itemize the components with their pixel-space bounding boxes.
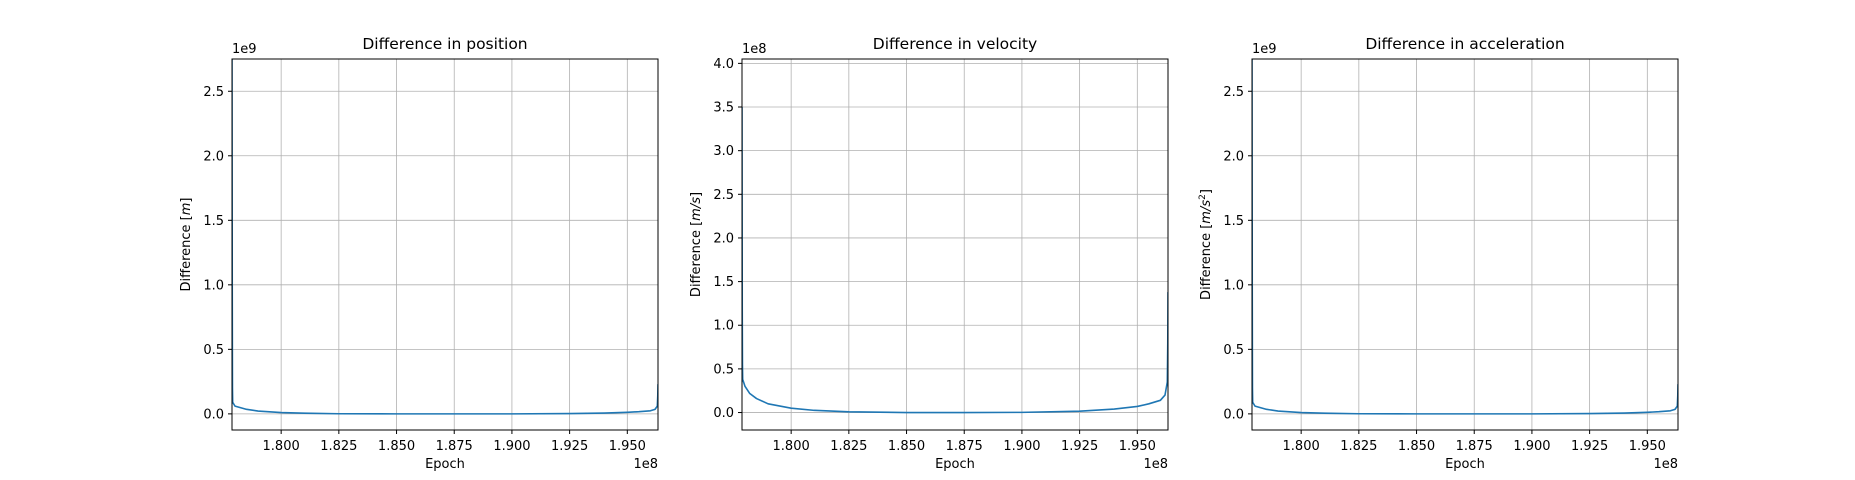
y-tick-label: 3.5 (713, 101, 734, 116)
chart-panel-1: 1.800 1.825 1.850 1.875 1.900 1.925 1.950 0.0 0.… (179, 35, 659, 472)
y-axis-label-suffix: ] (179, 198, 194, 203)
y-offset-multiplier: 1e9 (232, 42, 257, 57)
y-axis-label-prefix: Difference [ (179, 215, 194, 291)
x-tick-label: 1.925 (551, 439, 588, 454)
x-tick-label: 1.800 (773, 439, 810, 454)
x-tick-label: 1.950 (1119, 439, 1156, 454)
x-tick-label: 1.925 (1061, 439, 1098, 454)
y-axis-label-unit: m/s (689, 197, 704, 221)
y-tick-label: 1.0 (203, 278, 224, 293)
x-tick-label: 1.950 (609, 439, 646, 454)
x-tick-label: 1.875 (436, 439, 473, 454)
x-axis-label: Epoch (935, 457, 975, 472)
y-tick-label: 2.0 (203, 149, 224, 164)
y-axis-label-suffix: ] (1199, 189, 1214, 194)
data-line (1252, 59, 1678, 415)
data-line (742, 107, 1168, 414)
y-tick-label: 0.0 (713, 406, 734, 421)
y-axis-label-unit: m (179, 203, 194, 216)
y-axis-label: Difference [m/s2] (1198, 189, 1214, 300)
y-tick-label: 2.5 (203, 85, 224, 100)
y-axis-label-suffix: ] (689, 192, 704, 197)
axes-frame (231, 58, 659, 431)
x-tick-label: 1.900 (1003, 439, 1040, 454)
chart-title: Difference in position (362, 35, 527, 53)
y-axis-label: Difference [m] (179, 198, 194, 292)
y-tick-label: 2.5 (1223, 85, 1244, 100)
y-tick-label: 1.5 (1223, 214, 1244, 229)
y-axis-label-unit: m/s (1199, 200, 1214, 224)
x-tick-label: 1.800 (263, 439, 300, 454)
y-offset-multiplier: 1e9 (1252, 42, 1277, 57)
y-tick-label: 1.5 (203, 214, 224, 229)
y-axis-label: Difference [m/s] (689, 192, 704, 297)
y-axis-label-superscript: 2 (1198, 194, 1208, 200)
x-offset-multiplier: 1e8 (1653, 457, 1678, 472)
y-tick-label: 1.0 (1223, 278, 1244, 293)
x-offset-multiplier: 1e8 (1143, 457, 1168, 472)
x-tick-label: 1.825 (1340, 439, 1377, 454)
x-tick-label: 1.825 (830, 439, 867, 454)
x-tick-label: 1.950 (1629, 439, 1666, 454)
x-axis-label: Epoch (1445, 457, 1485, 472)
x-tick-label: 1.825 (320, 439, 357, 454)
x-tick-label: 1.925 (1571, 439, 1608, 454)
x-tick-label: 1.900 (1513, 439, 1550, 454)
y-tick-label: 2.0 (713, 231, 734, 246)
x-tick-label: 1.850 (888, 439, 925, 454)
y-tick-label: 4.0 (713, 57, 734, 72)
y-tick-label: 0.5 (713, 362, 734, 377)
y-tick-label: 0.0 (203, 407, 224, 422)
axes-frame (1251, 58, 1679, 431)
x-offset-multiplier: 1e8 (633, 457, 658, 472)
chart-panel-3: 1.800 1.825 1.850 1.875 1.900 1.925 1.950 0.0 0.… (1198, 35, 1679, 472)
y-tick-label: 0.5 (203, 343, 224, 358)
y-axis-label-prefix: Difference [ (1199, 224, 1214, 300)
y-tick-label: 0.0 (1223, 407, 1244, 422)
chart-title: Difference in acceleration (1365, 35, 1564, 53)
chart-panel-2: 1.800 1.825 1.850 1.875 1.900 1.925 1.950 0.0 0.… (689, 35, 1169, 472)
y-offset-multiplier: 1e8 (742, 42, 767, 57)
y-tick-label: 1.0 (713, 319, 734, 334)
x-tick-label: 1.875 (1456, 439, 1493, 454)
x-tick-label: 1.875 (946, 439, 983, 454)
y-tick-label: 0.5 (1223, 343, 1244, 358)
x-tick-label: 1.850 (1398, 439, 1435, 454)
data-line (232, 59, 658, 415)
y-tick-label: 3.0 (713, 144, 734, 159)
y-axis-label-prefix: Difference [ (689, 221, 704, 297)
axes-frame (741, 58, 1169, 431)
y-tick-label: 2.0 (1223, 149, 1244, 164)
x-tick-label: 1.850 (378, 439, 415, 454)
y-tick-label: 1.5 (713, 275, 734, 290)
y-tick-label: 2.5 (713, 188, 734, 203)
chart-title: Difference in velocity (873, 35, 1037, 53)
x-tick-label: 1.800 (1283, 439, 1320, 454)
x-axis-label: Epoch (425, 457, 465, 472)
x-tick-label: 1.900 (493, 439, 530, 454)
